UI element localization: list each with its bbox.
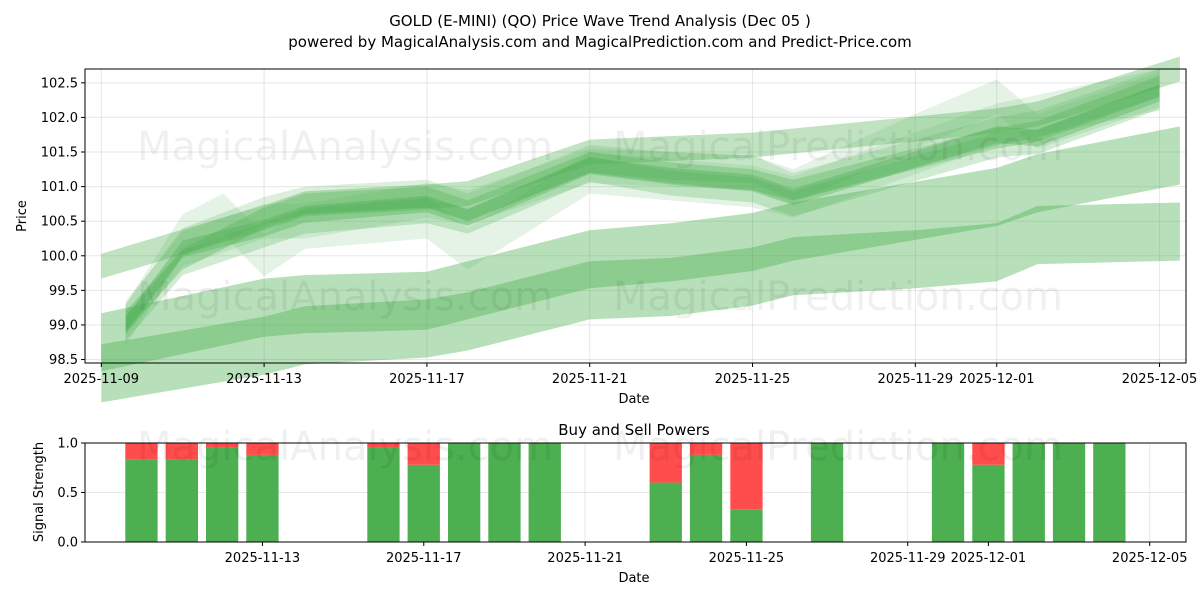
- price-x-axis-label: Date: [618, 392, 649, 407]
- price-x-tick-label: 2025-11-17: [389, 372, 465, 387]
- buy-power-bar: [1052, 443, 1086, 542]
- price-y-tick-label: 98.5: [49, 353, 78, 368]
- watermark-prediction-top: MagicalPrediction.com: [613, 124, 1063, 170]
- sell-power-bar: [407, 443, 440, 465]
- buy-power-bar: [488, 443, 521, 542]
- watermark-prediction-bottom: MagicalPrediction.com: [613, 424, 1063, 470]
- sell-power-bar: [206, 443, 239, 448]
- power-x-tick-label: 2025-11-21: [547, 551, 623, 566]
- power-watermarks: MagicalAnalysis.com MagicalPrediction.co…: [137, 424, 1063, 470]
- chart-title-line1: GOLD (E-MINI) (QO) Price Wave Trend Anal…: [389, 12, 811, 30]
- watermark-prediction-mid: MagicalPrediction.com: [613, 274, 1063, 320]
- watermark-analysis-mid: MagicalAnalysis.com: [137, 274, 553, 320]
- buy-power-bar: [165, 459, 198, 542]
- buy-power-bar: [528, 443, 561, 542]
- sell-power-bar: [367, 443, 400, 448]
- power-x-tick-label: 2025-11-29: [870, 551, 946, 566]
- power-x-ticks: 2025-11-13 2025-11-17 2025-11-21 2025-11-25…: [225, 542, 1188, 566]
- buy-power-bar: [125, 459, 158, 542]
- power-x-axis-label: Date: [618, 571, 649, 586]
- sell-power-bar: [165, 443, 198, 460]
- watermark-analysis-top: MagicalAnalysis.com: [137, 124, 553, 170]
- buy-power-bar: [1012, 443, 1045, 542]
- price-y-axis-label: Price: [15, 200, 30, 232]
- price-band-wave-main-4: [125, 69, 1160, 332]
- power-x-tick-label: 2025-11-17: [386, 551, 462, 566]
- buy-power-bar: [448, 443, 481, 542]
- price-y-tick-label: 101.5: [41, 146, 78, 161]
- sell-power-bar: [246, 443, 279, 455]
- sell-power-bar: [972, 443, 1005, 465]
- chart-title-line2: powered by MagicalAnalysis.com and Magic…: [288, 33, 912, 51]
- power-x-tick-label: 2025-11-13: [225, 551, 301, 566]
- price-y-tick-label: 100.5: [41, 215, 78, 230]
- price-y-tick-label: 102.0: [41, 111, 78, 126]
- price-wave-bands: [101, 56, 1180, 403]
- price-band-wave-spike: [125, 69, 1160, 346]
- buy-power-bar: [367, 447, 400, 542]
- power-x-tick-label: 2025-12-05: [1112, 551, 1188, 566]
- power-y-tick-label: 0.0: [57, 536, 78, 551]
- price-x-tick-label: 2025-11-09: [63, 372, 139, 387]
- price-band-wave-main-2: [125, 75, 1160, 332]
- buy-power-bar: [931, 443, 965, 542]
- price-band-wave-main-3: [125, 84, 1160, 341]
- sell-power-bar: [125, 443, 158, 460]
- buy-power-bar: [649, 482, 682, 542]
- price-x-tick-label: 2025-11-29: [878, 372, 954, 387]
- power-y-tick-label: 1.0: [57, 437, 78, 452]
- buy-power-bar: [730, 509, 763, 542]
- price-y-ticks: 98.5 99.0 99.5 100.0 100.5 101.0 101.5 102.0 102…: [41, 76, 85, 368]
- power-y-axis-label: Signal Strength: [32, 442, 47, 542]
- price-band-channel-mid: [101, 126, 1180, 372]
- power-x-tick-label: 2025-12-01: [951, 551, 1027, 566]
- buy-power-bar: [1093, 443, 1126, 542]
- sell-power-bar: [689, 443, 723, 455]
- price-y-tick-label: 100.0: [41, 249, 78, 264]
- buy-power-bar: [407, 464, 440, 542]
- price-y-tick-label: 99.5: [49, 284, 78, 299]
- power-y-tick-label: 0.5: [57, 486, 78, 501]
- power-bars: [125, 443, 1126, 542]
- power-y-ticks: 0.0 0.5 1.0: [57, 437, 85, 551]
- price-band-channel-lower: [101, 202, 1180, 403]
- price-y-tick-label: 102.5: [41, 76, 78, 91]
- buy-power-bar: [810, 443, 844, 542]
- price-watermarks: MagicalAnalysis.com MagicalPrediction.co…: [137, 124, 1063, 320]
- price-grid: [85, 69, 1186, 363]
- buy-power-bar: [246, 454, 279, 542]
- power-chart-title: Buy and Sell Powers: [558, 421, 710, 439]
- sell-power-bar: [730, 443, 763, 510]
- price-plot-frame: [84, 68, 1187, 364]
- price-x-tick-label: 2025-11-13: [226, 372, 302, 387]
- watermark-analysis-bottom: MagicalAnalysis.com: [137, 424, 553, 470]
- price-x-ticks: 2025-11-09 2025-11-13 2025-11-17 2025-11-21…: [63, 363, 1197, 387]
- price-band-wave-main-1: [125, 84, 1160, 334]
- price-x-tick-label: 2025-11-25: [715, 372, 791, 387]
- buy-power-bar: [689, 454, 723, 542]
- power-x-tick-label: 2025-11-25: [709, 551, 785, 566]
- price-x-tick-label: 2025-12-01: [959, 372, 1035, 387]
- price-x-tick-label: 2025-12-05: [1122, 372, 1198, 387]
- buy-power-bar: [972, 464, 1005, 542]
- buy-power-bar: [206, 447, 239, 542]
- price-x-tick-label: 2025-11-21: [552, 372, 628, 387]
- price-y-tick-label: 99.0: [49, 318, 78, 333]
- sell-power-bar: [649, 443, 682, 483]
- price-y-tick-label: 101.0: [41, 180, 78, 195]
- price-band-wave-peak: [125, 72, 1160, 336]
